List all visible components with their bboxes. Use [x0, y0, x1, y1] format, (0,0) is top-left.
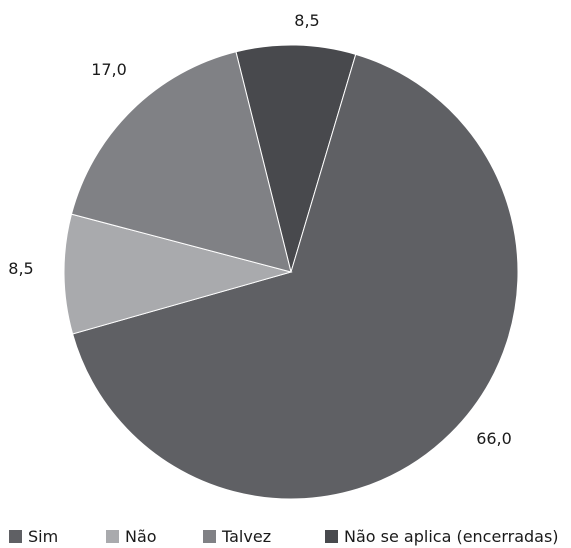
legend-item-sim: Sim: [9, 527, 58, 546]
pie-slice-sim: [72, 53, 519, 500]
pie-slices: [63, 44, 519, 500]
data-label-nao: 8,5: [8, 259, 33, 278]
slice-data-labels: 8,5 66,0 8,5 17,0: [8, 11, 512, 448]
legend-item-talvez: Talvez: [203, 527, 271, 546]
legend-label-talvez: Talvez: [221, 527, 271, 546]
legend-swatch-sim: [9, 530, 22, 543]
data-label-nao-se-aplica-encerradas: 8,5: [294, 11, 319, 30]
legend-item-nao-se-aplica-encerradas: Não se aplica (encerradas): [325, 527, 559, 546]
legend: Sim Não Talvez Não se aplica (encerradas): [9, 527, 559, 546]
legend-swatch-talvez: [203, 530, 216, 543]
pie-slice-nao-se-aplica-encerradas: [235, 44, 357, 274]
pie-slice-nao: [63, 213, 293, 335]
legend-swatch-nao-se-aplica-encerradas: [325, 530, 338, 543]
legend-label-nao: Não: [125, 527, 157, 546]
data-label-talvez: 17,0: [91, 60, 127, 79]
pie-slice-talvez: [70, 51, 292, 273]
legend-swatch-nao: [106, 530, 119, 543]
data-label-sim: 66,0: [476, 429, 512, 448]
legend-label-sim: Sim: [28, 527, 58, 546]
legend-item-nao: Não: [106, 527, 157, 546]
legend-label-nao-se-aplica-encerradas: Não se aplica (encerradas): [344, 527, 559, 546]
